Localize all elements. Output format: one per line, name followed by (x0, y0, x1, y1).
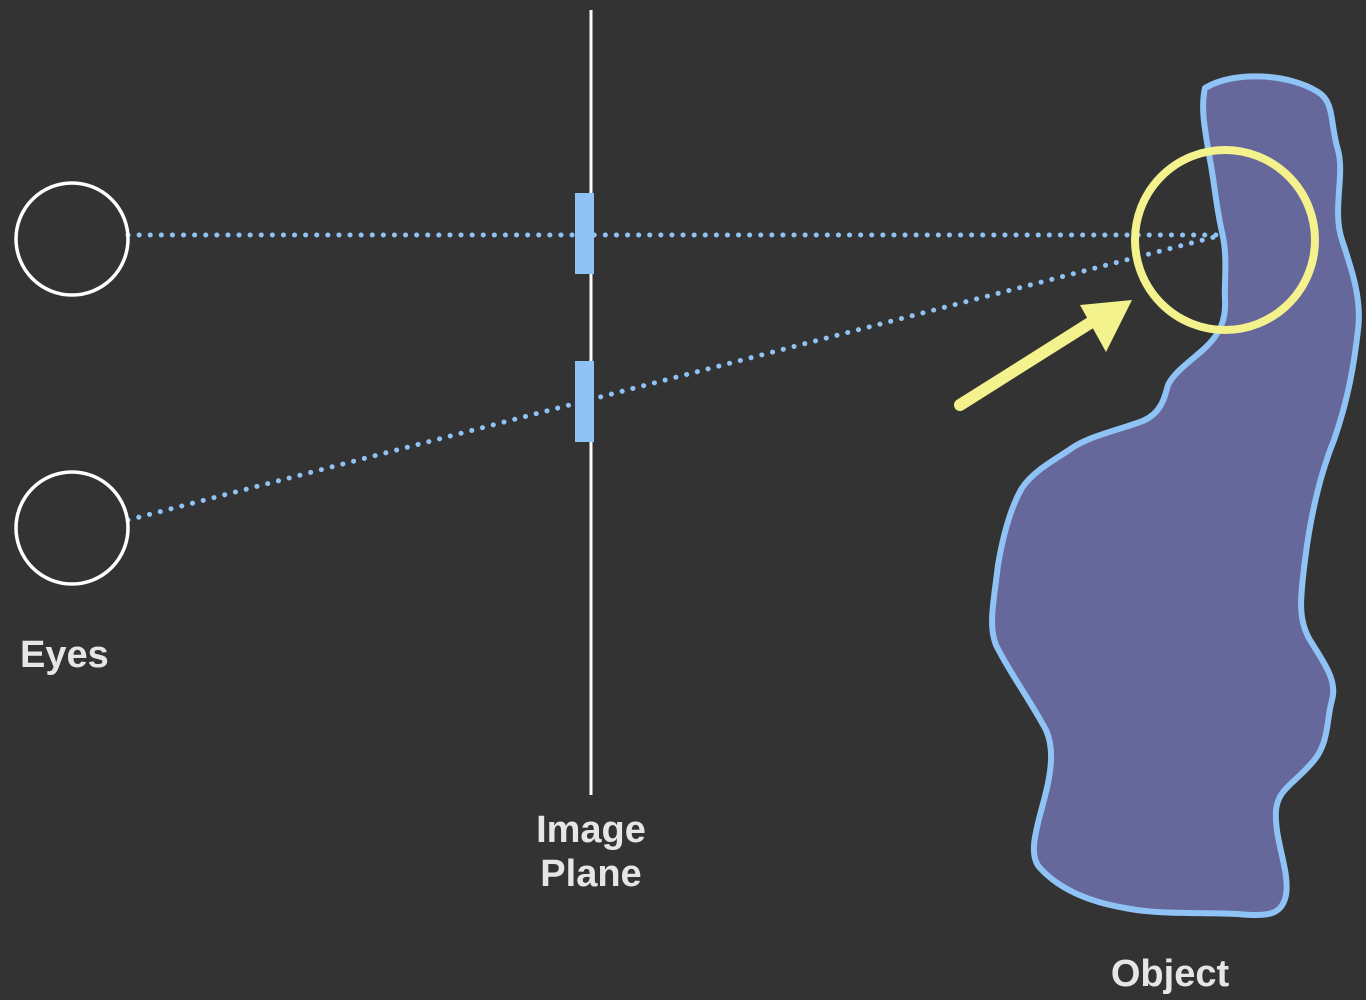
pixel-sample-bottom (575, 361, 594, 442)
pixel-sample-top (575, 193, 594, 274)
object-shape (989, 73, 1362, 919)
arrow-head (1080, 300, 1132, 352)
image-plane-label-line-2: Plane (540, 853, 642, 895)
eye-circle-icon (14, 470, 130, 586)
eyes-label: Eyes (20, 634, 109, 676)
object-label: Object (1110, 953, 1230, 995)
highlight-circle-icon (1131, 146, 1319, 334)
image-plane-label-line-1: Image (536, 809, 646, 851)
projection-ray-bottom-eye (125, 232, 1225, 523)
eye-circle-icon (14, 181, 130, 297)
image-plane-label: Image Plane (481, 808, 701, 896)
arrow-icon (954, 317, 1096, 411)
